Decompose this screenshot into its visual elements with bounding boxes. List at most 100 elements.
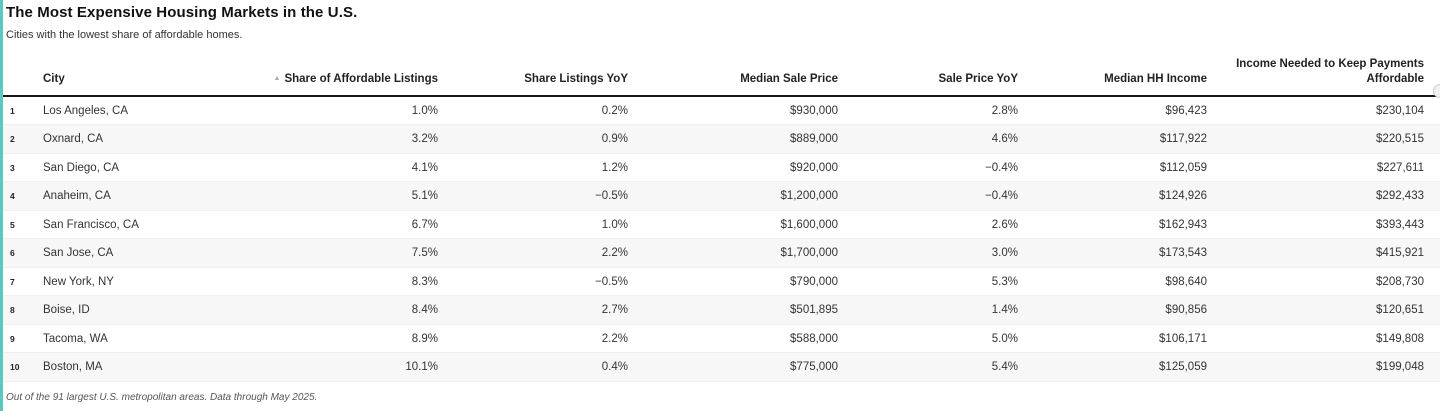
- cell-income-needed: $227,611: [1376, 161, 1424, 174]
- cell-city: Tacoma, WA: [43, 332, 108, 345]
- cell-share-affordable: 8.9%: [411, 332, 438, 345]
- cell-sale-price-yoy: 1.4%: [991, 304, 1018, 317]
- table-row: 6 San Jose, CA 7.5% 2.2% $1,700,000 3.0%…: [3, 239, 1440, 268]
- cell-city: New York, NY: [43, 275, 114, 288]
- column-header-share-affordable[interactable]: ▲ Share of Affordable Listings: [251, 72, 439, 95]
- column-header-median-hh-income[interactable]: Median HH Income: [1104, 72, 1207, 85]
- cell-share-affordable: 1.0%: [411, 104, 438, 117]
- table-row: 4 Anaheim, CA 5.1% −0.5% $1,200,000 −0.4…: [3, 182, 1440, 211]
- footnote: Out of the 91 largest U.S. metropolitan …: [6, 391, 318, 403]
- column-header-sale-price-yoy[interactable]: Sale Price YoY: [938, 72, 1018, 85]
- cell-median-sale-price: $889,000: [790, 133, 838, 146]
- cell-share-listings-yoy: 0.4%: [601, 361, 628, 374]
- cell-city: Oxnard, CA: [43, 133, 104, 146]
- cell-sale-price-yoy: 5.4%: [991, 361, 1018, 374]
- cell-city: Boise, ID: [43, 304, 90, 317]
- table-row: 5 San Francisco, CA 6.7% 1.0% $1,600,000…: [3, 210, 1440, 240]
- cell-rank: 5: [10, 219, 15, 230]
- cell-income-needed: $220,515: [1376, 133, 1424, 146]
- cell-city: San Diego, CA: [43, 161, 120, 174]
- cell-sale-price-yoy: 2.6%: [991, 218, 1018, 231]
- cell-sale-price-yoy: 5.0%: [991, 332, 1018, 345]
- cell-income-needed: $292,433: [1376, 190, 1424, 203]
- page-title: The Most Expensive Housing Markets in th…: [6, 4, 358, 21]
- table-row: 7 New York, NY 8.3% −0.5% $790,000 5.3% …: [3, 267, 1440, 297]
- table-row: 10 Boston, MA 10.1% 0.4% $775,000 5.4% $…: [3, 353, 1440, 382]
- cell-median-hh-income: $90,856: [1165, 304, 1207, 317]
- cell-rank: 2: [10, 134, 15, 145]
- cell-median-hh-income: $124,926: [1159, 190, 1207, 203]
- cell-median-sale-price: $920,000: [790, 161, 838, 174]
- cell-median-hh-income: $98,640: [1165, 275, 1207, 288]
- table-row: 1 Los Angeles, CA 1.0% 0.2% $930,000 2.8…: [3, 96, 1440, 126]
- cell-share-listings-yoy: 1.2%: [601, 161, 628, 174]
- cell-city: San Jose, CA: [43, 247, 114, 260]
- cell-city: Los Angeles, CA: [43, 104, 129, 117]
- cell-median-hh-income: $112,059: [1159, 161, 1207, 174]
- cell-city: Boston, MA: [43, 361, 103, 374]
- column-header-rank: [3, 87, 31, 95]
- cell-share-affordable: 6.7%: [411, 218, 438, 231]
- column-header-label: Share of Affordable Listings: [284, 72, 438, 85]
- table-row: 2 Oxnard, CA 3.2% 0.9% $889,000 4.6% $11…: [3, 125, 1440, 154]
- page-subtitle: Cities with the lowest share of affordab…: [6, 29, 243, 41]
- cell-rank: 4: [10, 191, 15, 202]
- cell-share-affordable: 4.1%: [411, 161, 438, 174]
- cell-median-hh-income: $162,943: [1159, 218, 1207, 231]
- cell-share-listings-yoy: −0.5%: [595, 275, 628, 288]
- cell-income-needed: $199,048: [1376, 361, 1424, 374]
- sort-ascending-icon: ▲: [273, 74, 281, 82]
- cell-sale-price-yoy: 5.3%: [991, 275, 1018, 288]
- cell-income-needed: $393,443: [1376, 218, 1424, 231]
- cell-median-sale-price: $790,000: [790, 275, 838, 288]
- cell-median-hh-income: $106,171: [1159, 332, 1207, 345]
- cell-income-needed: $208,730: [1376, 275, 1424, 288]
- cell-median-sale-price: $775,000: [790, 361, 838, 374]
- cell-share-listings-yoy: 2.2%: [601, 247, 628, 260]
- cell-share-listings-yoy: 0.9%: [601, 133, 628, 146]
- cell-income-needed: $230,104: [1376, 104, 1424, 117]
- cell-median-sale-price: $1,600,000: [780, 218, 838, 231]
- cell-sale-price-yoy: 3.0%: [991, 247, 1018, 260]
- cell-median-hh-income: $96,423: [1165, 104, 1207, 117]
- cell-share-listings-yoy: 0.2%: [601, 104, 628, 117]
- cell-share-affordable: 5.1%: [411, 190, 438, 203]
- cell-city: Anaheim, CA: [43, 190, 111, 203]
- cell-median-sale-price: $501,895: [790, 304, 838, 317]
- cell-share-listings-yoy: 2.2%: [601, 332, 628, 345]
- cell-median-hh-income: $173,543: [1159, 247, 1207, 260]
- cell-sale-price-yoy: −0.4%: [985, 161, 1018, 174]
- cell-rank: 6: [10, 248, 15, 259]
- cell-share-listings-yoy: 2.7%: [601, 304, 628, 317]
- housing-markets-table-widget: The Most Expensive Housing Markets in th…: [3, 0, 1440, 403]
- column-header-median-sale-price[interactable]: Median Sale Price: [740, 72, 838, 85]
- accent-bar: [0, 0, 3, 411]
- cell-share-affordable: 8.4%: [411, 304, 438, 317]
- cell-rank: 10: [10, 362, 20, 373]
- edge-partial-circle: [1433, 84, 1440, 98]
- cell-income-needed: $415,921: [1376, 247, 1424, 260]
- table-header-row: City ▲ Share of Affordable Listings Share…: [3, 57, 1440, 97]
- table-row: 9 Tacoma, WA 8.9% 2.2% $588,000 5.0% $10…: [3, 324, 1440, 354]
- cell-rank: 7: [10, 276, 15, 287]
- cell-median-hh-income: $125,059: [1159, 361, 1207, 374]
- cell-rank: 8: [10, 305, 15, 316]
- column-header-share-listings-yoy[interactable]: Share Listings YoY: [524, 72, 628, 85]
- cell-share-listings-yoy: 1.0%: [601, 218, 628, 231]
- table-row: 8 Boise, ID 8.4% 2.7% $501,895 1.4% $90,…: [3, 296, 1440, 325]
- cell-share-affordable: 10.1%: [405, 361, 438, 374]
- cell-sale-price-yoy: 2.8%: [991, 104, 1018, 117]
- cell-median-sale-price: $930,000: [790, 104, 838, 117]
- cell-rank: 9: [10, 333, 15, 344]
- table-body: 1 Los Angeles, CA 1.0% 0.2% $930,000 2.8…: [3, 96, 1440, 382]
- cell-share-affordable: 7.5%: [411, 247, 438, 260]
- cell-share-listings-yoy: −0.5%: [595, 190, 628, 203]
- cell-median-sale-price: $1,700,000: [780, 247, 838, 260]
- table-row: 3 San Diego, CA 4.1% 1.2% $920,000 −0.4%…: [3, 153, 1440, 183]
- cell-median-hh-income: $117,922: [1159, 133, 1207, 146]
- cell-median-sale-price: $1,200,000: [780, 190, 838, 203]
- column-header-city[interactable]: City: [43, 72, 65, 85]
- cell-share-affordable: 8.3%: [411, 275, 438, 288]
- column-header-income-needed[interactable]: Income Needed to Keep Payments Affordabl…: [1236, 58, 1424, 85]
- cell-sale-price-yoy: 4.6%: [991, 133, 1018, 146]
